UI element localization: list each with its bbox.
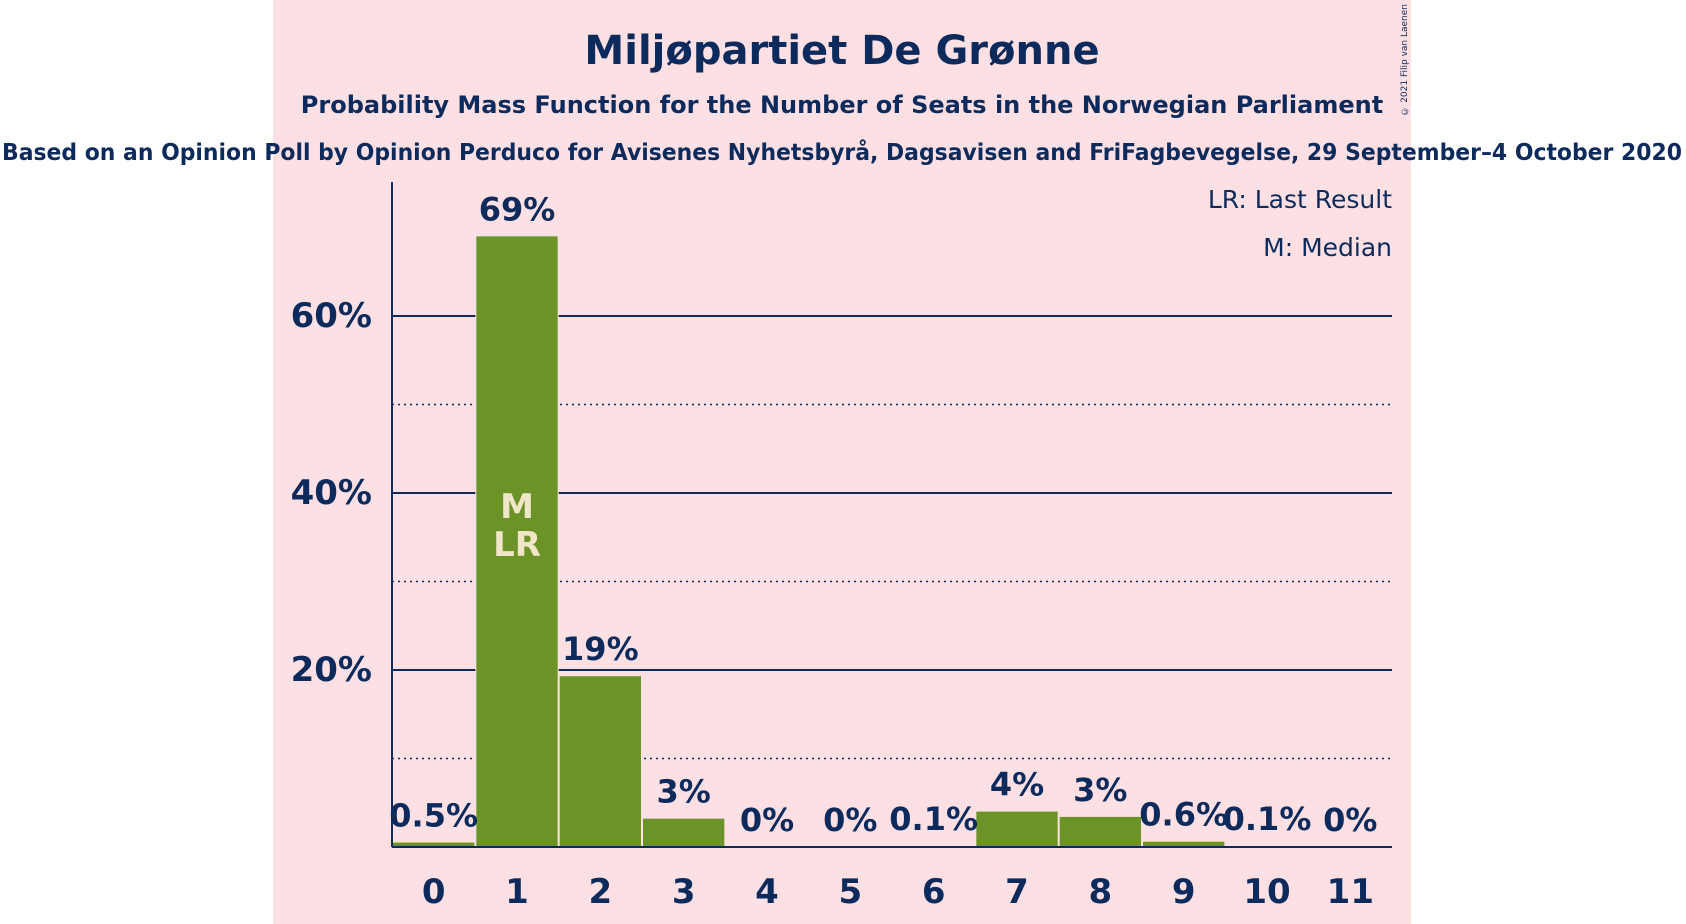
bar — [643, 818, 725, 847]
data-label: 19% — [562, 630, 639, 668]
data-label: 0.1% — [889, 800, 978, 838]
bar-gap — [892, 844, 976, 847]
data-label: 0% — [1323, 801, 1377, 839]
copyright-notice: © 2021 Filip van Laenen — [1400, 4, 1410, 116]
x-tick-label: 7 — [1005, 872, 1029, 912]
chart-background-band — [273, 0, 1411, 924]
x-tick-label: 2 — [588, 872, 612, 912]
data-label: 0.1% — [1223, 800, 1312, 838]
data-label: 4% — [990, 766, 1044, 804]
legend-last-result: LR: Last Result — [1208, 185, 1392, 214]
x-tick-label: 5 — [838, 872, 862, 912]
chart-subtitle: Probability Mass Function for the Number… — [301, 91, 1383, 119]
bar-annotation: M — [500, 487, 534, 527]
bar — [476, 236, 558, 848]
bar — [1059, 816, 1141, 847]
x-tick-label: 6 — [922, 872, 946, 912]
axes — [391, 182, 1392, 848]
bar-gap — [1225, 844, 1309, 847]
chart-title: Miljøpartiet De Grønne — [584, 28, 1099, 74]
x-tick-label: 3 — [672, 872, 696, 912]
chart-source: Based on an Opinion Poll by Opinion Perd… — [2, 139, 1682, 166]
y-tick-label: 40% — [291, 473, 372, 513]
bar — [976, 811, 1058, 847]
bar-annotation: LR — [493, 525, 541, 565]
x-tick-label: 11 — [1327, 872, 1374, 912]
x-tick-label: 4 — [755, 872, 779, 912]
bar — [559, 676, 641, 847]
y-tick-label: 20% — [291, 650, 372, 690]
data-label: 3% — [657, 773, 711, 811]
x-tick-label: 9 — [1172, 872, 1196, 912]
x-tick-label: 0 — [422, 872, 446, 912]
x-tick-label: 8 — [1088, 872, 1112, 912]
y-tick-label: 60% — [291, 296, 372, 336]
data-label: 0% — [740, 801, 794, 839]
data-label: 0% — [823, 801, 877, 839]
tick-labels: 20% 40% 60% 0 1 2 3 4 5 6 7 8 9 10 11 — [291, 296, 1374, 912]
data-label: 0.6% — [1139, 796, 1228, 834]
bars — [392, 234, 1309, 848]
data-label: 3% — [1073, 771, 1127, 809]
data-labels: 0.5%69%19%3%0% 0% 0.1%4% 3%0.6%0.1% 0%MLR — [389, 190, 1377, 839]
bar — [393, 842, 475, 847]
x-tick-label: 1 — [505, 872, 529, 912]
data-label: 0.5% — [389, 797, 478, 835]
x-tick-label: 10 — [1243, 872, 1290, 912]
legend-median: M: Median — [1263, 233, 1392, 262]
bar — [1143, 841, 1225, 847]
data-label: 69% — [479, 190, 556, 228]
